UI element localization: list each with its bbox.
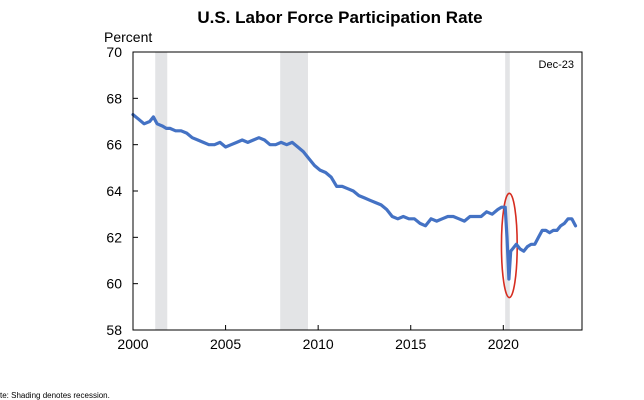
footnote: te: Shading denotes recession. (0, 391, 110, 400)
x-tick-label-2020: 2020 (488, 336, 519, 352)
y-tick-label-70: 70 (106, 44, 122, 60)
y-tick-label-62: 62 (106, 229, 122, 245)
recession-shading (155, 52, 510, 330)
recession-band-2 (505, 52, 510, 330)
y-tick-label-60: 60 (106, 276, 122, 292)
x-tick-label-2015: 2015 (395, 336, 426, 352)
recession-band-1 (280, 52, 308, 330)
y-tick-label-66: 66 (106, 137, 122, 153)
plot-frame (133, 52, 582, 330)
x-tick-label-2010: 2010 (303, 336, 334, 352)
chart-title: U.S. Labor Force Participation Rate (197, 8, 482, 27)
latest-date-label: Dec-23 (539, 59, 574, 71)
y-axis-unit-label: Percent (104, 29, 152, 45)
x-tick-label-2005: 2005 (210, 336, 241, 352)
x-tick-label-2000: 2000 (117, 336, 148, 352)
y-tick-label-64: 64 (106, 183, 122, 199)
recession-band-0 (155, 52, 167, 330)
x-axis: 2000 2005 2010 2015 2020 (117, 325, 519, 352)
y-tick-label-68: 68 (106, 90, 122, 106)
